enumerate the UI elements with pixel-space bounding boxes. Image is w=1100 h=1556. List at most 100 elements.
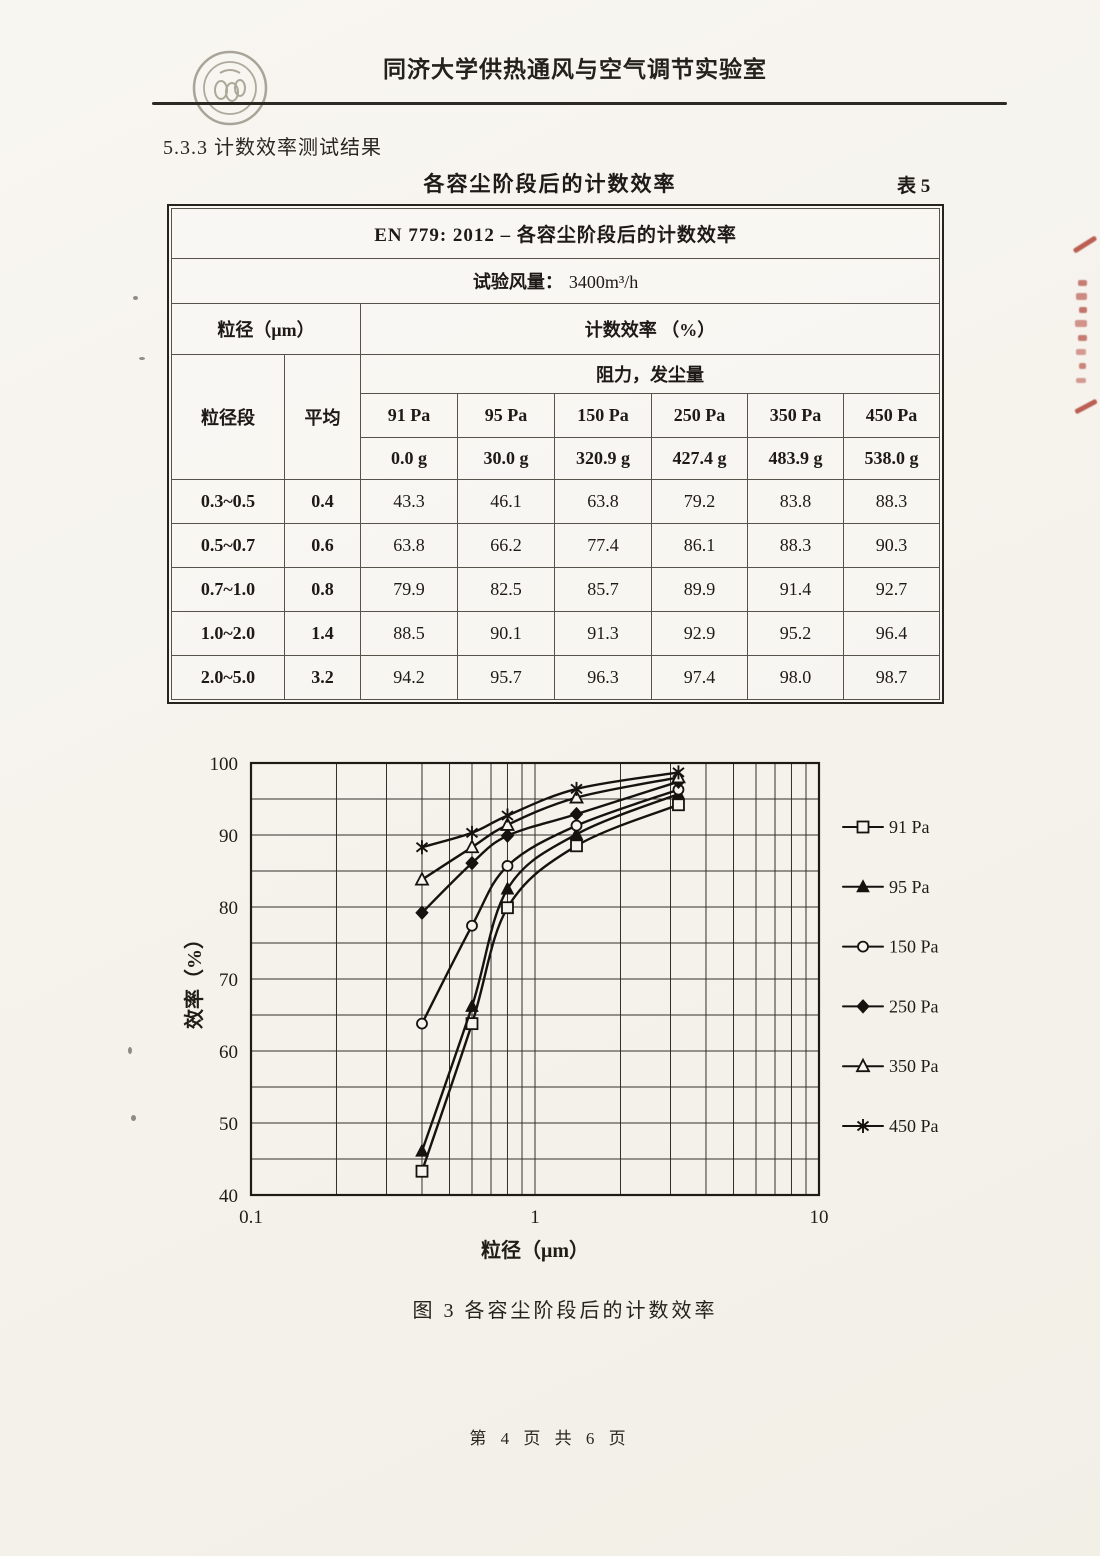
efficiency-value-cell: 79.9 [360, 567, 458, 612]
pressure-header-cell: 350 Pa [747, 393, 844, 438]
svg-text:1: 1 [530, 1207, 540, 1228]
average-cell: 1.4 [284, 611, 361, 656]
efficiency-chart: 100 90 80 70 60 50 40 效率（%） 0.1 1 10 粒径（μm） 91 Pa 95 … [182, 754, 939, 1262]
efficiency-value-cell: 92.9 [651, 611, 748, 656]
results-table: EN 779: 2012 – 各容尘阶段后的计数效率 试验风量： 3400m³/h… [167, 204, 945, 704]
table-row: 0.5~0.7 0.6 63.8 66.2 77.4 86.1 88.3 90.3 [171, 523, 941, 568]
table-row: 2.0~5.0 3.2 94.2 95.7 96.3 97.4 98.0 98.7 [171, 655, 941, 700]
dust-load-cell: 483.9 g [747, 437, 844, 480]
svg-text:450 Pa: 450 Pa [889, 1116, 939, 1136]
legend-item: 150 Pa [842, 937, 939, 957]
page-footer: 第 4 页 共 6 页 [469, 1429, 631, 1448]
average-cell: 3.2 [284, 655, 361, 700]
size-range-cell: 1.0~2.0 [171, 611, 285, 656]
efficiency-value-cell: 63.8 [360, 523, 458, 568]
header-title: 同济大学供热通风与空气调节实验室 [383, 57, 767, 82]
svg-text:0.1: 0.1 [239, 1207, 263, 1228]
pressure-header-cell: 150 Pa [554, 393, 652, 438]
efficiency-header-cell: 计数效率 （%） [359, 303, 941, 355]
pressure-header-cell: 450 Pa [842, 393, 941, 438]
svg-text:70: 70 [219, 970, 238, 991]
size-range-cell: 0.5~0.7 [171, 523, 285, 568]
dust-load-cell: 538.0 g [842, 437, 941, 480]
average-cell: 0.4 [284, 479, 361, 524]
svg-text:60: 60 [219, 1042, 238, 1063]
legend-item: 350 Pa [842, 1056, 939, 1076]
svg-text:250 Pa: 250 Pa [889, 996, 939, 1016]
svg-text:95 Pa: 95 Pa [889, 877, 930, 897]
efficiency-value-cell: 89.9 [651, 567, 748, 612]
efficiency-value-cell: 46.1 [457, 479, 555, 524]
chart-series [415, 765, 685, 855]
svg-text:91 Pa: 91 Pa [889, 817, 930, 837]
svg-text:150 Pa: 150 Pa [889, 937, 939, 957]
table-row: 0.3~0.5 0.4 43.3 46.1 63.8 79.2 83.8 88.3 [171, 479, 941, 524]
efficiency-value-cell: 88.5 [360, 611, 458, 656]
tongji-university-seal-icon [192, 50, 268, 126]
dust-load-cell: 320.9 g [554, 437, 652, 480]
efficiency-value-cell: 63.8 [554, 479, 652, 524]
size-range-cell: 0.7~1.0 [171, 567, 285, 612]
efficiency-value-cell: 94.2 [360, 655, 458, 700]
pressure-header-cell: 95 Pa [457, 393, 555, 438]
efficiency-value-cell: 91.4 [747, 567, 844, 612]
table-title: 各容尘阶段后的计数效率 [423, 172, 677, 196]
efficiency-value-cell: 92.7 [842, 567, 941, 612]
efficiency-value-cell: 82.5 [457, 567, 555, 612]
svg-text:350 Pa: 350 Pa [889, 1056, 939, 1076]
figure-caption: 图 3 各容尘阶段后的计数效率 [412, 1300, 718, 1322]
svg-text:40: 40 [219, 1186, 238, 1207]
efficiency-value-cell: 96.3 [554, 655, 652, 700]
legend-item: 450 Pa [842, 1116, 939, 1136]
airflow-value: 3400m³/h [568, 272, 639, 292]
red-stamp-fragment [1064, 232, 1100, 437]
efficiency-value-cell: 95.2 [747, 611, 844, 656]
efficiency-value-cell: 43.3 [360, 479, 458, 524]
chart-series [416, 783, 685, 1030]
efficiency-value-cell: 66.2 [457, 523, 555, 568]
svg-text:粒径（μm）: 粒径（μm） [481, 1238, 589, 1262]
standard-header-cell: EN 779: 2012 – 各容尘阶段后的计数效率 [170, 208, 941, 259]
svg-text:100: 100 [210, 754, 239, 775]
legend-item: 95 Pa [842, 877, 930, 897]
ink-speck [128, 1047, 132, 1054]
efficiency-value-cell: 90.3 [842, 523, 941, 568]
pressure-header-cell: 91 Pa [360, 393, 458, 438]
table-row: 1.0~2.0 1.4 88.5 90.1 91.3 92.9 95.2 96.4 [171, 611, 941, 656]
average-cell: 0.6 [284, 523, 361, 568]
efficiency-value-cell: 98.0 [747, 655, 844, 700]
dust-load-cell: 0.0 g [360, 437, 458, 480]
efficiency-value-cell: 96.4 [842, 611, 941, 656]
header-rule [152, 102, 1007, 105]
efficiency-value-cell: 95.7 [457, 655, 555, 700]
legend-item: 91 Pa [842, 817, 930, 837]
chart-series [414, 768, 686, 886]
efficiency-value-cell: 88.3 [747, 523, 844, 568]
svg-text:50: 50 [219, 1114, 238, 1135]
svg-text:10: 10 [810, 1207, 829, 1228]
airflow-label: 试验风量： [472, 272, 563, 292]
efficiency-value-cell: 91.3 [554, 611, 652, 656]
ink-speck [133, 296, 138, 300]
size-range-cell: 0.3~0.5 [171, 479, 285, 524]
svg-text:90: 90 [219, 826, 238, 847]
efficiency-value-cell: 97.4 [651, 655, 748, 700]
size-range-cell: 2.0~5.0 [171, 655, 285, 700]
table-number: 表 5 [897, 176, 931, 197]
size-range-header-cell: 粒径段 [171, 354, 285, 480]
airflow-cell: 试验风量： 3400m³/h [170, 258, 941, 304]
chart-grid [249, 761, 821, 1197]
chart-series [415, 774, 686, 920]
dust-load-cell: 30.0 g [457, 437, 555, 480]
ink-speck [139, 357, 145, 360]
efficiency-value-cell: 90.1 [457, 611, 555, 656]
dust-load-cell: 427.4 g [651, 437, 748, 480]
svg-text:效率（%）: 效率（%） [182, 929, 206, 1029]
section-heading: 5.3.3 计数效率测试结果 [163, 137, 382, 159]
efficiency-value-cell: 86.1 [651, 523, 748, 568]
average-header-cell: 平均 [284, 354, 361, 480]
y-axis-labels: 100 90 80 70 60 50 40 效率（%） [182, 754, 238, 1207]
x-axis-labels: 0.1 1 10 粒径（μm） [239, 1207, 828, 1262]
efficiency-value-cell: 98.7 [842, 655, 941, 700]
